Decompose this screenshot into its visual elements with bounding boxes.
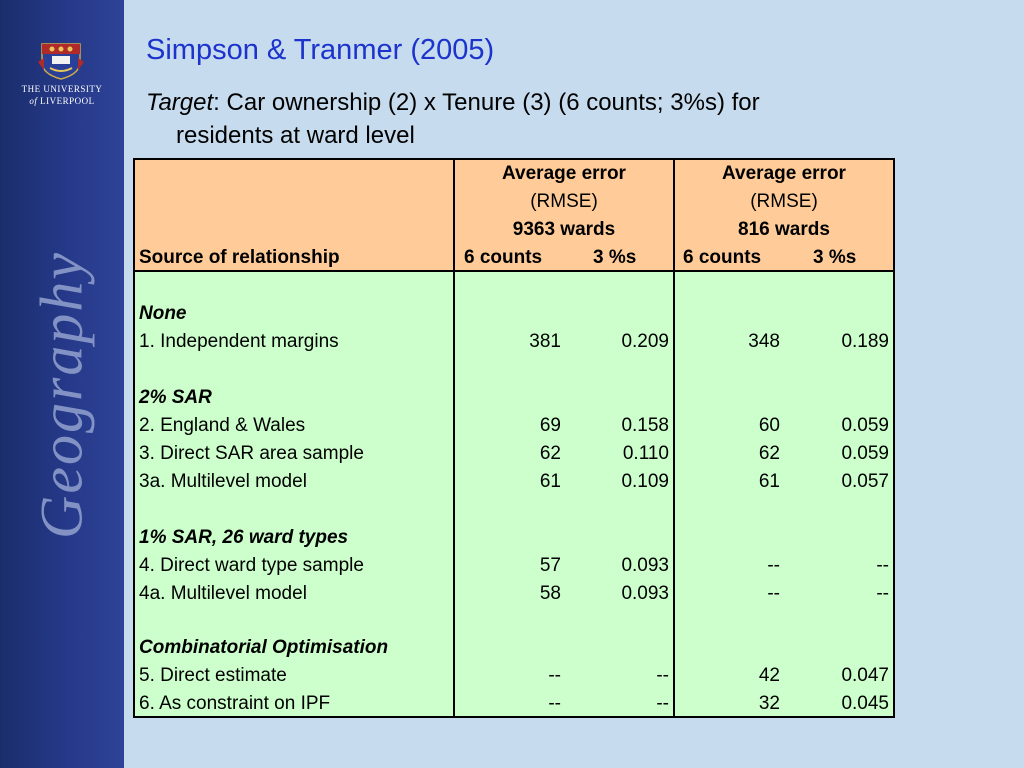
row-label: 3. Direct SAR area sample [139,443,364,464]
source-column-header: Source of relationship [139,247,340,268]
cell-pct-9363: 0.093 [621,583,669,604]
cell-pct-9363: -- [656,693,669,714]
cell-pct-9363: 0.158 [621,415,669,436]
cell-pct-9363: -- [656,665,669,686]
row-label: 3a. Multilevel model [139,471,307,492]
section-title-combinatorial: Combinatorial Optimisation [139,637,389,658]
row-label: 4a. Multilevel model [139,583,307,604]
col-header-pct-816: 3 %s [813,247,857,268]
cell-pct-816: -- [876,583,889,604]
cell-pct-816: 0.189 [841,331,889,352]
slide-title: Simpson & Tranmer (2005) [146,34,495,66]
section-title-1pct-sar: 1% SAR, 26 ward types [139,527,349,548]
table-column-divider-2 [673,158,675,718]
table-header-background [133,158,895,271]
cell-counts-816: -- [767,583,780,604]
cell-counts-816: 348 [748,331,780,352]
cell-counts-816: 42 [758,665,780,686]
col-header-counts-816: 6 counts [683,247,762,268]
slide-subtitle: Target: Car ownership (2) x Tenure (3) (… [146,86,926,152]
table-border-top [133,158,895,160]
row-label: 2. England & Wales [139,415,306,436]
col-header-pct-9363: 3 %s [593,247,637,268]
cell-counts-9363: 69 [539,415,561,436]
university-of: of [29,96,38,106]
cell-counts-816: 32 [758,693,780,714]
cell-counts-9363: -- [548,693,561,714]
cell-counts-816: 62 [758,443,780,464]
cell-pct-9363: 0.109 [621,471,669,492]
row-label: 5. Direct estimate [139,665,287,686]
target-label: Target [146,89,214,116]
results-table: Average error (RMSE) 9363 wards Average … [133,158,895,718]
group1-header-line2: (RMSE) [530,191,598,212]
cell-pct-9363: 0.110 [622,443,669,464]
cell-counts-9363: 57 [539,555,561,576]
row-label: 6. As constraint on IPF [139,693,331,714]
col-header-counts-9363: 6 counts [464,247,543,268]
subtitle-line1: : Car ownership (2) x Tenure (3) (6 coun… [213,89,760,116]
table-border-right [893,158,895,718]
cell-counts-9363: 62 [539,443,561,464]
cell-pct-816: -- [876,555,889,576]
cell-pct-816: 0.057 [841,471,889,492]
cell-pct-816: 0.059 [841,415,889,436]
cell-pct-9363: 0.093 [621,555,669,576]
cell-pct-816: 0.059 [841,443,889,464]
row-label: 4. Direct ward type sample [139,555,364,576]
group2-header-line2: (RMSE) [750,191,818,212]
cell-pct-816: 0.047 [841,665,889,686]
cell-counts-816: 60 [758,415,780,436]
department-wordmark: Geography [28,251,95,539]
cell-counts-816: -- [767,555,780,576]
cell-counts-9363: 61 [539,471,561,492]
group2-header-line1: Average error [722,163,846,184]
group1-header-line3: 9363 wards [512,219,616,240]
table-border-left [133,158,135,718]
table-column-divider-1 [453,158,455,718]
section-title-2pct-sar: 2% SAR [139,387,212,408]
cell-counts-816: 61 [758,471,780,492]
cell-pct-816: 0.045 [841,693,889,714]
section-title-none: None [139,303,187,324]
group1-header-line1: Average error [502,163,626,184]
subtitle-line2: residents at ward level [176,122,415,149]
row-label: 1. Independent margins [139,331,339,352]
cell-counts-9363: 381 [529,331,561,352]
group2-header-line3: 816 wards [738,219,830,240]
cell-counts-9363: -- [548,665,561,686]
table-body-background [133,271,895,718]
university-name-line2: of LIVERPOOL [0,96,124,106]
university-crest-logo [38,43,84,80]
table-header-divider [133,270,895,272]
university-name-line1: THE UNIVERSITY [21,84,103,94]
cell-pct-9363: 0.209 [621,331,669,352]
table-border-bottom [133,716,895,718]
university-name: LIVERPOOL [40,96,95,106]
sidebar: THE UNIVERSITY of LIVERPOOL Geography [0,0,124,768]
cell-counts-9363: 58 [539,583,561,604]
